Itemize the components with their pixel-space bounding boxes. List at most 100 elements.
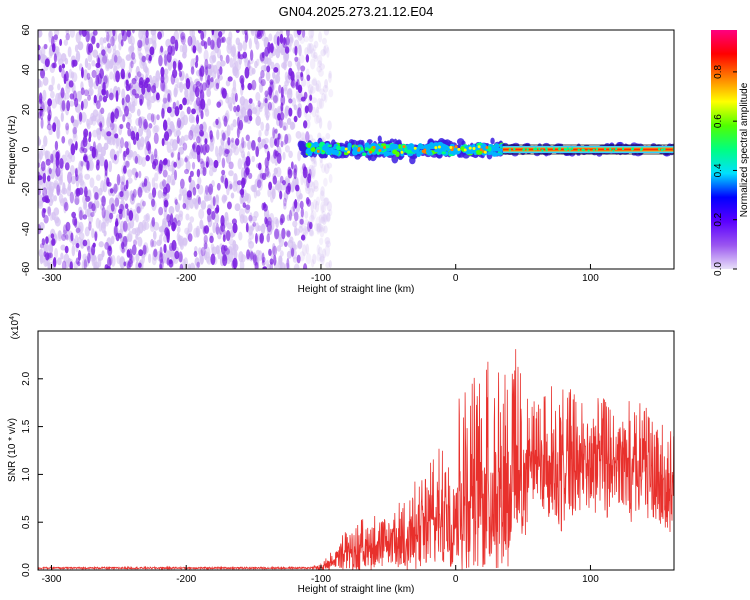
noise-mark — [50, 238, 55, 247]
noise-mark — [87, 43, 94, 53]
noise-mark — [225, 230, 231, 242]
noise-mark — [288, 107, 293, 117]
noise-mark — [170, 35, 176, 45]
noise-mark — [95, 162, 100, 171]
colorbar-tick-label: 0.0 — [713, 262, 724, 276]
noise-mark — [247, 59, 251, 72]
band-mark — [426, 148, 430, 155]
noise-mark — [74, 44, 79, 53]
noise-mark — [236, 180, 242, 186]
noise-mark — [306, 119, 311, 129]
line-mark — [581, 148, 584, 152]
noise-mark — [45, 179, 52, 191]
band-mark — [386, 147, 392, 152]
noise-mark — [179, 44, 184, 53]
noise-mark — [106, 42, 111, 49]
noise-mark — [244, 66, 250, 79]
noise-mark — [138, 30, 144, 40]
noise-mark — [220, 87, 225, 96]
noise-mark — [52, 122, 57, 133]
noise-mark — [83, 153, 88, 163]
noise-mark — [122, 150, 126, 162]
noise-mark — [71, 72, 78, 83]
noise-mark — [184, 88, 189, 98]
noise-mark — [317, 246, 323, 256]
noise-mark — [214, 195, 219, 207]
noise-mark — [239, 213, 245, 224]
noise-mark — [210, 76, 214, 83]
line-mark — [541, 149, 544, 152]
noise-mark — [313, 54, 319, 62]
noise-mark — [39, 243, 44, 249]
noise-mark — [311, 78, 318, 86]
noise-mark — [115, 218, 119, 227]
noise-mark — [187, 233, 193, 242]
noise-mark — [162, 119, 168, 131]
noise-mark — [285, 75, 292, 84]
noise-mark — [250, 30, 255, 34]
noise-mark — [78, 30, 83, 36]
noise-mark — [200, 39, 206, 47]
noise-mark — [269, 81, 274, 93]
noise-mark — [269, 261, 273, 269]
line-mark — [592, 148, 596, 152]
band-mark — [378, 148, 382, 152]
band-mark — [490, 137, 495, 145]
noise-mark — [106, 137, 112, 145]
band-mark — [362, 152, 367, 157]
noise-mark — [185, 78, 191, 90]
noise-mark — [128, 61, 133, 74]
noise-mark — [92, 141, 96, 152]
noise-mark — [216, 47, 222, 59]
noise-mark — [310, 48, 316, 59]
noise-mark — [311, 169, 316, 180]
noise-mark — [150, 151, 154, 160]
noise-mark — [247, 140, 252, 151]
noise-mark — [228, 31, 233, 41]
noise-mark — [262, 256, 266, 263]
noise-mark — [163, 198, 168, 205]
noise-mark — [282, 151, 286, 161]
noise-mark — [321, 204, 327, 213]
snr-frame — [37, 330, 675, 571]
noise-mark — [38, 150, 43, 160]
noise-mark — [174, 198, 178, 205]
noise-mark — [307, 221, 311, 233]
noise-mark — [294, 198, 298, 209]
noise-mark — [321, 37, 328, 45]
noise-mark — [326, 201, 332, 212]
noise-mark — [200, 246, 206, 257]
y-tick-label: 0.5 — [21, 515, 32, 529]
noise-mark — [151, 216, 156, 227]
noise-mark — [41, 238, 46, 246]
noise-mark — [190, 148, 195, 157]
noise-mark — [326, 212, 331, 222]
noise-mark — [64, 245, 69, 254]
noise-mark — [314, 223, 319, 232]
noise-mark — [163, 50, 168, 59]
noise-mark — [101, 195, 106, 207]
noise-mark — [158, 206, 164, 216]
noise-mark — [159, 263, 163, 269]
noise-mark — [74, 194, 80, 206]
noise-mark — [320, 201, 325, 214]
noise-mark — [312, 77, 318, 87]
noise-mark — [204, 138, 208, 145]
noise-mark — [55, 156, 60, 168]
band-mark — [483, 150, 487, 154]
noise-mark — [75, 50, 81, 63]
noise-mark — [40, 117, 44, 129]
noise-mark — [301, 30, 306, 38]
noise-mark — [244, 30, 248, 36]
noise-mark — [48, 31, 52, 43]
noise-mark — [323, 177, 328, 187]
noise-mark — [322, 248, 327, 259]
noise-mark — [249, 251, 254, 260]
noise-mark — [300, 96, 306, 102]
noise-mark — [80, 87, 85, 96]
noise-mark — [148, 54, 152, 62]
noise-mark — [269, 212, 275, 223]
line-mark — [545, 147, 548, 150]
noise-mark — [243, 115, 249, 123]
noise-mark — [61, 100, 66, 111]
